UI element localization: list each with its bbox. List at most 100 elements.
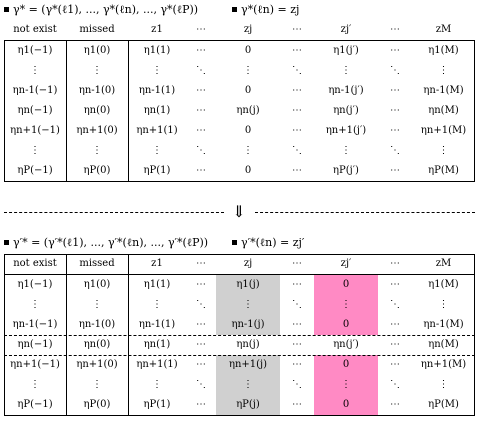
cell-zj-prime: ⋮ [341, 379, 351, 390]
cell-dots-a: ⋯ [196, 279, 206, 290]
bottom-caption-right: γ′*(ℓn) = zj′ [232, 236, 304, 250]
header-z1: z1 [151, 258, 163, 269]
cell-not-exist: η1(−1) [17, 279, 53, 290]
header-zM: zM [435, 24, 452, 35]
table-row: ηn(−1) ηn(0) ηn(1) ⋯ ηn(j) ⋯ ηn(j′) ⋯ ηn(M) [4, 335, 475, 355]
cell-dots-b: ⋯ [292, 105, 302, 116]
cell-dots-c: ⋱ [390, 299, 400, 310]
top-caption-left-text: γ* = (γ*(ℓ1), ..., γ*(ℓn), ..., γ*(ℓP)) [13, 3, 199, 16]
top-table: not exist missed z1 ⋯ zj ⋯ zj′ ⋯ zM η1(−1) η1(0) η1… [4, 20, 475, 182]
cell-missed: ηn(0) [83, 105, 111, 116]
header-not-exist: not exist [13, 24, 57, 35]
cell-dots-a: ⋯ [196, 339, 206, 350]
cell-missed: η1(0) [83, 279, 111, 290]
cell-dots-c: ⋯ [390, 85, 400, 96]
highlight-gray-lower [216, 355, 280, 415]
highlight-pink-upper [314, 275, 378, 335]
header-zj: zj [243, 24, 253, 35]
cell-z1: ηn+1(1) [136, 125, 178, 136]
header-dots-c: ⋯ [390, 24, 400, 35]
cell-not-exist: ηn(−1) [17, 339, 53, 350]
cell-dots-c: ⋯ [390, 45, 400, 56]
cell-zj-prime: ηn(j′) [333, 339, 359, 350]
header-zM: zM [435, 258, 452, 269]
bullet-icon [232, 6, 237, 12]
table-row: ⋮ ⋮ ⋮ ⋱ ⋮ ⋱ ⋮ ⋱ ⋮ [4, 61, 475, 81]
cell-zj: 0 [244, 85, 252, 96]
cell-zj-prime: 0 [342, 279, 350, 290]
cell-zj: η1(j) [236, 279, 260, 290]
cell-dots-c: ⋯ [390, 279, 400, 290]
cell-zj-prime: 0 [342, 319, 350, 330]
top-caption-right-text: γ*(ℓn) = zj [241, 3, 300, 16]
top-rule [4, 254, 475, 255]
cell-not-exist: ηn+1(−1) [10, 125, 60, 136]
cell-zM: η1(M) [428, 45, 459, 56]
bullet-icon [4, 6, 9, 12]
table-row: ⋮ ⋮ ⋮ ⋱ ⋮ ⋱ ⋮ ⋱ ⋮ [4, 295, 475, 315]
table-row: ηn(−1) ηn(0) ηn(1) ⋯ ηn(j) ⋯ ηn(j′) ⋯ ηn(M) [4, 101, 475, 121]
cell-missed: ηP(0) [83, 399, 111, 410]
cell-dots-b: ⋱ [292, 379, 302, 390]
table-row: η1(−1) η1(0) η1(1) ⋯ η1(j) ⋯ 0 ⋯ η1(M) [4, 275, 475, 295]
cell-dots-a: ⋱ [196, 299, 206, 310]
cell-zj: ⋮ [243, 299, 253, 310]
cell-zj: 0 [244, 45, 252, 56]
cell-not-exist: ηn-1(−1) [12, 85, 58, 96]
cell-zj: ηn+1(j) [228, 359, 268, 370]
cell-z1: ηP(1) [143, 165, 171, 176]
cell-z1: ηn(1) [143, 339, 171, 350]
cell-zj: ηn(j) [236, 339, 260, 350]
cell-dots-a: ⋱ [196, 65, 206, 76]
cell-z1: η1(1) [143, 279, 171, 290]
cell-zM: ηn(M) [428, 105, 459, 116]
cell-dots-a: ⋯ [196, 399, 206, 410]
cell-zj: ⋮ [243, 379, 253, 390]
header-dots-c: ⋯ [390, 258, 400, 269]
highlight-gray-upper [216, 275, 280, 335]
cell-not-exist: ηP(−1) [17, 399, 53, 410]
cell-dots-b: ⋯ [292, 359, 302, 370]
cell-dots-b: ⋯ [292, 125, 302, 136]
cell-zM: ⋮ [438, 145, 449, 156]
header-dots-a: ⋯ [196, 258, 206, 269]
cell-dots-c: ⋱ [390, 145, 400, 156]
bottom-table: not exist missed z1 ⋯ zj ⋯ zj′ ⋯ zM η1(−1) η1(0) η1… [4, 254, 475, 416]
cell-zj-prime: ηn-1(j′) [328, 85, 364, 96]
cell-zj: ⋮ [243, 65, 253, 76]
cell-missed: ⋮ [92, 379, 102, 390]
header-missed: missed [79, 24, 115, 35]
cell-zj-prime: ⋮ [341, 145, 351, 156]
cell-dots-b: ⋱ [292, 65, 302, 76]
bottom-caption-left-text: γ′* = (γ′*(ℓ1), ..., γ′*(ℓn), ..., γ′*(ℓ… [13, 236, 209, 249]
cell-zM: ηP(M) [428, 165, 459, 176]
header-dots-a: ⋯ [196, 24, 206, 35]
cell-dots-a: ⋱ [196, 145, 206, 156]
cell-zM: ηn-1(M) [423, 319, 464, 330]
cell-dots-a: ⋱ [196, 379, 206, 390]
cell-not-exist: ηn+1(−1) [10, 359, 60, 370]
down-arrow-icon: ⇓ [232, 202, 246, 221]
cell-dots-b: ⋯ [292, 319, 302, 330]
cell-dots-b: ⋯ [292, 399, 302, 410]
separator-left [4, 212, 224, 213]
cell-dots-b: ⋯ [292, 339, 302, 350]
cell-missed: ηn(0) [83, 339, 111, 350]
cell-z1: ⋮ [152, 299, 162, 310]
cell-not-exist: η1(−1) [17, 45, 53, 56]
cell-z1: ⋮ [152, 145, 162, 156]
cell-dots-b: ⋱ [292, 299, 302, 310]
table-row: ηn+1(−1) ηn+1(0) ηn+1(1) ⋯ ηn+1(j) ⋯ 0 ⋯ ηn+1(M) [4, 355, 475, 375]
row-n-dash-bottom [4, 355, 475, 356]
cell-missed: ηn+1(0) [76, 359, 118, 370]
cell-dots-c: ⋯ [390, 105, 400, 116]
header-not-exist: not exist [13, 258, 57, 269]
cell-dots-a: ⋯ [196, 359, 206, 370]
cell-missed: ηP(0) [83, 165, 111, 176]
cell-not-exist: ⋮ [30, 145, 40, 156]
header-zj-prime: zj′ [340, 258, 352, 269]
top-caption-left: γ* = (γ*(ℓ1), ..., γ*(ℓn), ..., γ*(ℓP)) [4, 3, 198, 17]
cell-dots-a: ⋯ [196, 105, 206, 116]
bullet-icon [4, 239, 9, 245]
bottom-rule [4, 181, 475, 182]
